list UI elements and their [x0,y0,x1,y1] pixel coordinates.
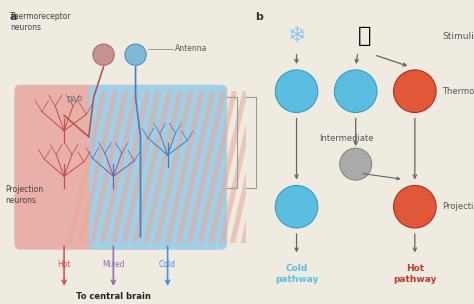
Polygon shape [143,91,183,243]
Polygon shape [175,91,215,243]
Text: Cold
pathway: Cold pathway [275,264,318,284]
Polygon shape [110,91,150,243]
Text: Projection
neurons: Projection neurons [5,185,43,205]
Text: Hot
pathway: Hot pathway [393,264,437,284]
Polygon shape [132,91,172,243]
Text: Thermoreceptor
neurons: Thermoreceptor neurons [10,12,72,32]
Text: 🔥: 🔥 [358,26,372,47]
Polygon shape [186,91,226,243]
Polygon shape [208,91,248,243]
Text: To central brain: To central brain [76,292,151,301]
Polygon shape [100,91,139,243]
Text: Projection: Projection [442,202,474,211]
Polygon shape [121,91,161,243]
Ellipse shape [393,185,436,228]
Polygon shape [78,91,118,243]
Text: a: a [10,12,18,22]
Text: Antenna: Antenna [175,44,208,53]
Polygon shape [219,91,259,243]
Text: Stimuli: Stimuli [442,32,474,41]
Polygon shape [230,91,270,243]
Text: Thermoreceptor: Thermoreceptor [442,87,474,96]
Ellipse shape [275,70,318,112]
Text: PAP: PAP [66,96,82,105]
Polygon shape [89,91,128,243]
Polygon shape [154,91,194,243]
Text: Cold: Cold [159,260,176,269]
Polygon shape [164,91,205,243]
Polygon shape [197,91,237,243]
Ellipse shape [93,44,114,65]
Polygon shape [241,91,281,243]
Text: Intermediate: Intermediate [319,134,374,143]
FancyBboxPatch shape [15,85,148,249]
Ellipse shape [340,148,372,180]
Text: b: b [255,12,264,22]
FancyBboxPatch shape [15,85,227,249]
FancyBboxPatch shape [89,85,227,249]
Ellipse shape [393,70,436,112]
Ellipse shape [275,185,318,228]
Text: Mixed: Mixed [102,260,125,269]
Polygon shape [67,91,107,243]
Text: ❄: ❄ [287,26,306,47]
Text: Hot: Hot [57,260,71,269]
Ellipse shape [125,44,146,65]
Ellipse shape [335,70,377,112]
